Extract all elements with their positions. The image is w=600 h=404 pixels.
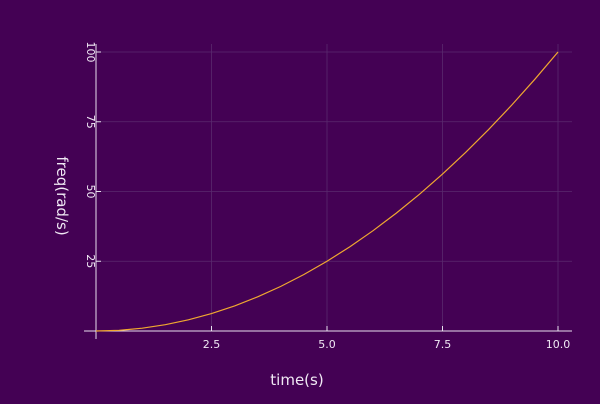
ticks: 2.5 5.0 7.5 10.0 25 50 75 100 (84, 42, 570, 352)
grid (96, 44, 572, 331)
y-axis-label: freq(rad/s) (53, 156, 71, 235)
y-tick-label: 100 (84, 42, 97, 63)
series-line (95, 51, 559, 332)
x-tick-label: 10.0 (546, 338, 571, 351)
y-tick-label: 25 (84, 254, 97, 268)
series (95, 51, 559, 332)
y-tick-label: 50 (84, 185, 97, 199)
x-tick-label: 2.5 (203, 338, 221, 351)
x-axis-label: time(s) (270, 371, 323, 389)
x-tick-label: 7.5 (434, 338, 452, 351)
y-tick-label: 75 (84, 115, 97, 129)
x-tick-label: 5.0 (318, 338, 336, 351)
